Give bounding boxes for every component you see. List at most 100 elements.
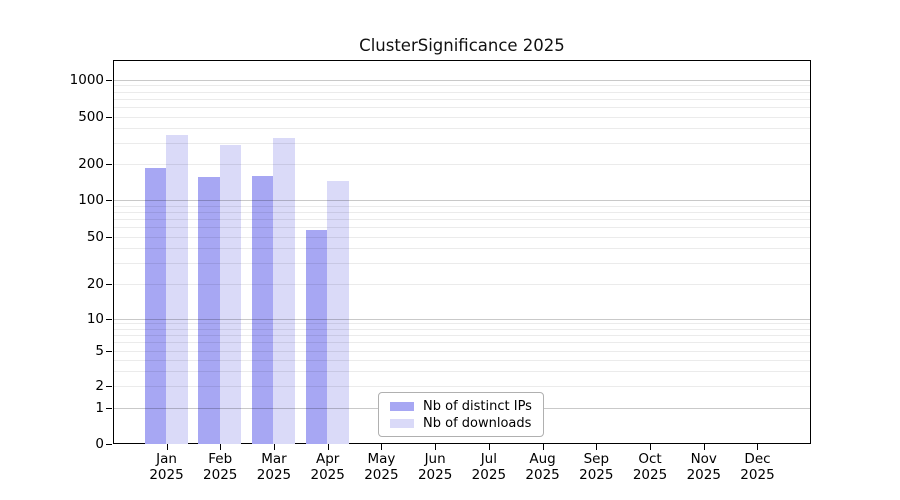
gridline-minor [113, 143, 811, 145]
x-tick-year: 2025 [632, 466, 668, 483]
x-tick-mark [435, 444, 437, 450]
legend-swatch-downloads [390, 419, 414, 428]
x-tick-year: 2025 [525, 466, 560, 483]
y-tick-mark [106, 318, 112, 320]
x-tick-mark [650, 444, 652, 450]
bar-distinct-ips-mar [251, 175, 274, 444]
gridline-minor [113, 91, 811, 93]
x-tick-year: 2025 [310, 466, 345, 483]
x-tick-month: Dec [744, 451, 771, 467]
y-axis-tick-label: 1 [95, 400, 104, 416]
x-tick-year: 2025 [203, 466, 238, 483]
bar-downloads-apr [327, 180, 349, 444]
x-axis-tick-label: Jul 2025 [447, 451, 531, 483]
gridline-minor [113, 237, 811, 238]
x-axis-tick-label: Feb 2025 [178, 451, 262, 483]
x-tick-month: May [367, 451, 396, 467]
bar-downloads-jan [166, 135, 188, 444]
gridline-major [113, 79, 811, 81]
x-tick-year: 2025 [417, 466, 453, 483]
y-axis-tick-label: 20 [86, 276, 104, 292]
x-tick-mark [220, 444, 222, 450]
y-axis-tick-label: 0 [95, 436, 104, 452]
y-tick-mark [106, 408, 112, 409]
gridline-minor [113, 211, 811, 213]
chart-title: ClusterSignificance 2025 [359, 36, 565, 55]
x-tick-mark [327, 444, 329, 450]
x-tick-month: Sep [583, 451, 610, 467]
gridline-minor [113, 370, 811, 372]
x-axis-tick-label: Sep 2025 [554, 451, 638, 483]
gridline-minor [113, 323, 811, 325]
x-tick-year: 2025 [579, 466, 614, 483]
bar-downloads-feb [219, 144, 242, 444]
x-tick-mark [488, 444, 490, 450]
gridline-minor [113, 85, 811, 87]
legend-swatch-distinct-ips [390, 402, 414, 411]
x-axis-tick-label: Dec 2025 [715, 451, 799, 483]
x-tick-year: 2025 [149, 466, 184, 483]
gridline-minor [113, 284, 811, 285]
x-axis-tick-label: Jan 2025 [125, 451, 209, 483]
x-axis-tick-label: Jun 2025 [393, 451, 477, 483]
y-tick-mark [106, 164, 112, 165]
x-tick-month: Jun [424, 451, 446, 467]
x-tick-year: 2025 [471, 466, 507, 483]
x-axis-tick-label: Nov 2025 [662, 451, 746, 483]
y-tick-mark [106, 117, 112, 118]
y-tick-mark [106, 79, 112, 81]
gridline-minor [113, 359, 811, 361]
y-axis-tick-label: 10 [86, 310, 104, 327]
bar-distinct-ips-apr [305, 230, 328, 444]
y-axis-tick-label: 200 [78, 156, 104, 172]
gridline-minor [113, 342, 811, 344]
gridline-minor [113, 328, 811, 330]
bar-downloads-mar [273, 138, 295, 444]
y-axis-tick-label: 5 [95, 343, 104, 359]
x-tick-month: Jan [156, 451, 177, 467]
legend-entry-distinct-ips: Nb of distinct IPs [390, 398, 534, 415]
x-tick-mark [381, 444, 383, 450]
gridline-minor [113, 117, 811, 118]
x-axis-tick-label: May 2025 [339, 451, 423, 483]
x-tick-year: 2025 [686, 466, 721, 483]
y-axis-tick-label: 50 [86, 229, 104, 245]
bar-distinct-ips-jan [144, 168, 166, 444]
y-tick-mark [106, 444, 112, 445]
y-tick-mark [106, 386, 112, 387]
x-tick-month: Apr [315, 451, 340, 467]
legend-label-downloads: Nb of downloads [423, 416, 532, 431]
x-tick-month: Jul [480, 451, 497, 467]
x-tick-mark [596, 444, 598, 450]
gridline-minor [113, 227, 811, 229]
gridline-minor [113, 248, 811, 250]
x-axis-tick-label: Mar 2025 [232, 451, 316, 483]
x-tick-year: 2025 [256, 466, 292, 483]
x-tick-mark [757, 444, 759, 450]
x-tick-month: Mar [261, 451, 287, 467]
y-axis-tick-label: 1000 [69, 71, 104, 88]
x-tick-mark [273, 444, 275, 450]
gridline-minor [113, 128, 811, 130]
x-tick-mark [542, 444, 544, 450]
gridline-minor [113, 351, 811, 352]
y-axis-tick-label: 500 [78, 109, 104, 125]
bar-distinct-ips-feb [198, 177, 220, 444]
legend-label-distinct-ips: Nb of distinct IPs [423, 399, 532, 414]
x-tick-mark [703, 444, 705, 450]
x-axis-tick-label: Aug 2025 [501, 451, 585, 483]
legend: Nb of distinct IPs Nb of downloads [378, 392, 544, 437]
y-axis-tick-label: 2 [95, 378, 104, 394]
y-tick-mark [106, 200, 112, 201]
x-tick-year: 2025 [740, 466, 775, 483]
x-tick-month: Nov [690, 451, 717, 467]
x-axis-tick-label: Oct 2025 [608, 451, 692, 483]
gridline-minor [113, 263, 811, 265]
x-tick-month: Aug [529, 451, 556, 467]
x-tick-month: Feb [208, 451, 233, 467]
y-tick-mark [106, 284, 112, 285]
x-tick-year: 2025 [364, 466, 399, 483]
gridline-minor [113, 386, 811, 387]
gridline-minor [113, 164, 811, 165]
